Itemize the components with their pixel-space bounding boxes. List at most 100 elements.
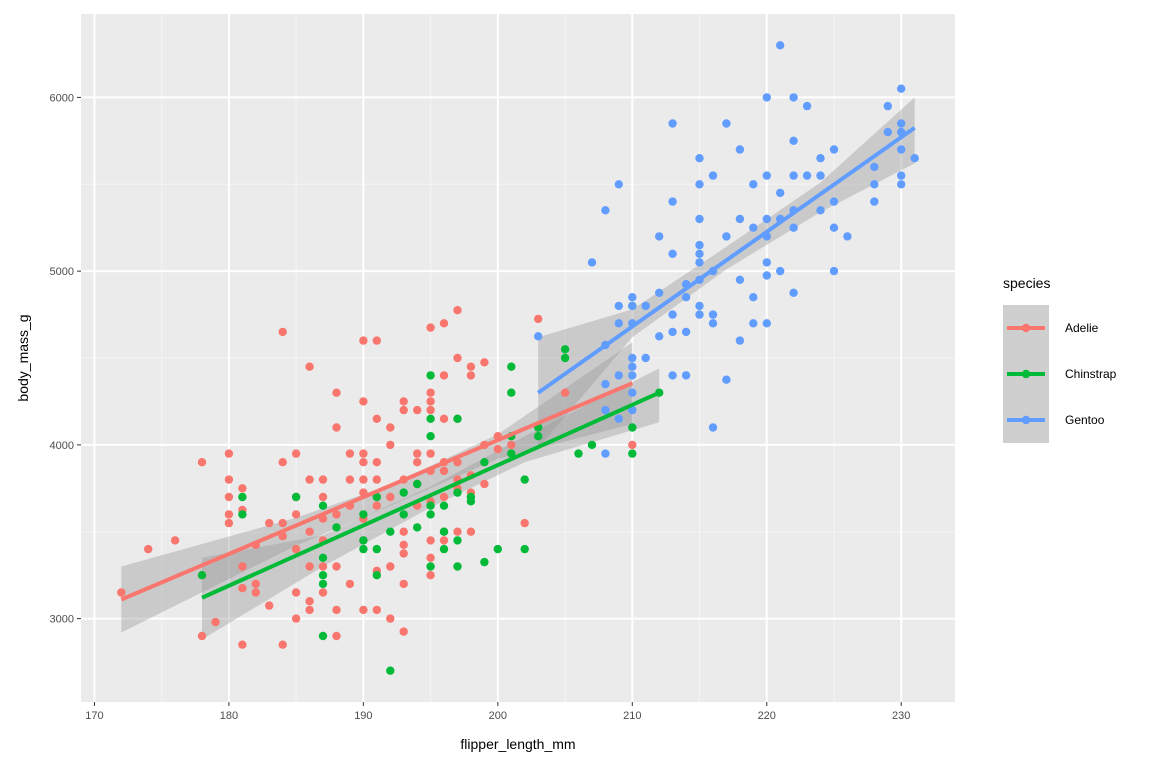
point-gentoo <box>897 171 906 180</box>
point-gentoo <box>789 93 798 102</box>
point-adelie <box>386 562 395 571</box>
point-gentoo <box>695 240 704 250</box>
y-tick-label: 3000 <box>50 614 74 626</box>
point-chinstrap <box>453 536 462 545</box>
point-chinstrap <box>628 449 637 458</box>
point-gentoo <box>802 101 812 111</box>
point-gentoo <box>695 258 704 267</box>
point-chinstrap <box>439 544 449 554</box>
point-adelie <box>372 458 381 467</box>
legend-key-point <box>1021 415 1031 425</box>
point-adelie <box>439 466 449 476</box>
point-gentoo <box>816 171 825 180</box>
point-gentoo <box>668 327 677 337</box>
point-gentoo <box>601 449 610 458</box>
point-gentoo <box>668 249 677 258</box>
x-tick-label: 230 <box>892 710 910 722</box>
point-adelie <box>426 536 435 545</box>
point-gentoo <box>695 301 704 311</box>
point-gentoo <box>762 271 771 280</box>
point-chinstrap <box>480 458 489 467</box>
point-gentoo <box>749 319 758 328</box>
legend-key-adelie <box>1003 305 1049 351</box>
point-chinstrap <box>493 544 502 554</box>
legend-label-adelie: Adelie <box>1065 321 1099 335</box>
point-adelie <box>332 631 341 641</box>
point-adelie <box>372 475 381 484</box>
point-chinstrap <box>560 345 570 354</box>
point-chinstrap <box>386 527 395 536</box>
point-gentoo <box>870 162 879 172</box>
legend-label-chinstrap: Chinstrap <box>1065 367 1117 381</box>
legend-label-gentoo: Gentoo <box>1065 413 1105 427</box>
point-gentoo <box>789 136 798 145</box>
point-chinstrap <box>520 544 529 554</box>
point-adelie <box>399 397 408 406</box>
x-tick-label: 210 <box>623 710 641 722</box>
point-chinstrap <box>480 557 489 567</box>
point-adelie <box>224 449 234 458</box>
point-gentoo <box>668 119 677 128</box>
point-adelie <box>372 414 381 423</box>
point-chinstrap <box>318 631 328 641</box>
point-gentoo <box>897 145 906 154</box>
point-gentoo <box>762 319 771 328</box>
point-gentoo <box>735 275 745 284</box>
point-adelie <box>426 397 435 406</box>
point-adelie <box>278 640 287 649</box>
legend-key-chinstrap <box>1003 351 1049 397</box>
point-adelie <box>453 353 462 363</box>
point-chinstrap <box>507 449 516 458</box>
point-chinstrap <box>359 510 368 519</box>
point-gentoo <box>695 214 704 224</box>
point-adelie <box>386 423 395 432</box>
point-gentoo <box>722 119 731 128</box>
point-gentoo <box>789 223 798 232</box>
point-adelie <box>305 597 314 606</box>
point-adelie <box>359 458 368 467</box>
point-gentoo <box>762 258 771 267</box>
point-chinstrap <box>560 353 570 363</box>
point-gentoo <box>897 84 906 93</box>
point-adelie <box>534 314 543 324</box>
y-axis-ticks: 3000 4000 5000 6000 <box>50 92 81 626</box>
fit-line-chinstrap <box>201 390 661 600</box>
point-gentoo <box>668 197 677 206</box>
point-gentoo <box>681 293 691 302</box>
point-chinstrap <box>507 362 516 371</box>
point-adelie <box>466 362 476 371</box>
legend-title: species <box>1003 275 1050 291</box>
point-gentoo <box>776 41 785 50</box>
point-chinstrap <box>318 501 328 510</box>
point-adelie <box>332 510 341 519</box>
point-gentoo <box>708 319 718 328</box>
point-gentoo <box>735 214 745 224</box>
point-chinstrap <box>426 562 435 571</box>
point-adelie <box>399 527 408 536</box>
point-adelie <box>399 579 408 589</box>
point-gentoo <box>695 180 704 189</box>
point-gentoo <box>870 180 879 189</box>
point-adelie <box>466 371 476 380</box>
point-adelie <box>238 640 247 649</box>
point-adelie <box>439 492 449 502</box>
fit-line-gentoo <box>537 126 916 395</box>
point-adelie <box>305 475 314 484</box>
point-adelie <box>359 336 368 345</box>
point-adelie <box>426 571 435 580</box>
point-gentoo <box>628 293 637 302</box>
y-tick-label: 6000 <box>50 92 74 104</box>
point-adelie <box>480 479 489 489</box>
point-gentoo <box>628 353 637 363</box>
point-gentoo <box>749 293 758 302</box>
point-gentoo <box>789 171 798 180</box>
point-adelie <box>305 362 314 371</box>
point-chinstrap <box>426 510 435 519</box>
point-gentoo <box>614 371 623 380</box>
point-chinstrap <box>439 501 449 510</box>
x-tick-label: 200 <box>489 710 507 722</box>
point-gentoo <box>614 414 623 423</box>
point-adelie <box>278 518 287 528</box>
point-adelie <box>265 518 274 528</box>
point-adelie <box>224 492 234 502</box>
